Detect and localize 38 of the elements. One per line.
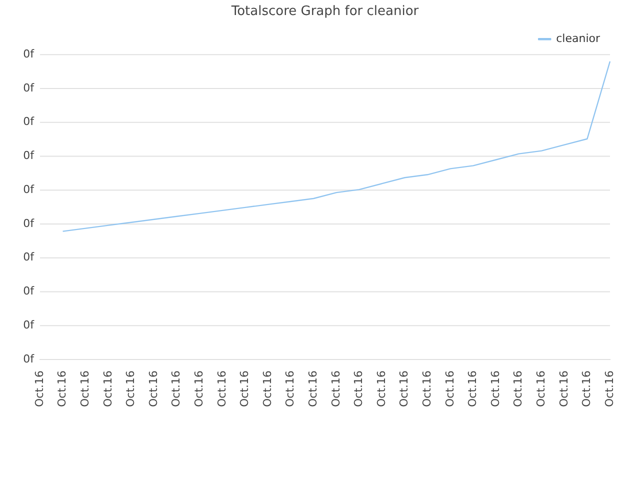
x-tick-label: Oct.16 [488, 370, 502, 408]
text: 0f [23, 182, 36, 196]
text: 0f [23, 250, 36, 264]
chart-title: Totalscore Graph for cleanior [230, 4, 420, 20]
x-tick-label: Oct.16 [215, 370, 228, 408]
x-tick-label: Oct.16 [420, 370, 434, 408]
x-tick-label: Oct.16 [580, 370, 594, 408]
text: 0f [23, 81, 36, 94]
x-tick-label: Oct.16 [466, 370, 480, 408]
x-tick-label: Oct.16 [534, 370, 548, 408]
text: 0f [23, 284, 36, 298]
x-tick-label: Oct.16 [124, 370, 138, 408]
x-tick-label: Oct.16 [602, 370, 616, 408]
x-tick-label: Oct.16 [512, 370, 525, 408]
x-tick-label: Oct.16 [260, 370, 274, 408]
legend-label: cleanior [556, 32, 600, 45]
text: 0f [23, 318, 36, 332]
text: 0f [23, 352, 36, 366]
x-tick-label: Oct.16 [398, 370, 411, 408]
x-tick-label: Oct.16 [170, 370, 183, 408]
x-tick-label: Oct.16 [374, 370, 388, 408]
text: 0f [23, 149, 36, 162]
x-tick-label: Oct.16 [284, 370, 297, 408]
x-tick-label: Oct.16 [56, 370, 69, 408]
x-tick-label: Oct.16 [146, 370, 160, 408]
text: 0f [23, 115, 36, 128]
x-tick-label: Oct.16 [306, 370, 320, 408]
x-tick-label: Oct.16 [238, 370, 252, 408]
x-tick-label: Oct.16 [352, 370, 366, 408]
x-tick-label: Oct.16 [101, 370, 114, 408]
text: 0f [23, 216, 36, 230]
x-tick-label: Oct.16 [192, 370, 206, 408]
x-tick-label: Oct.16 [443, 370, 456, 408]
x-tick-label: Oct.16 [557, 370, 570, 408]
text: 0f [23, 47, 36, 60]
x-tick-label: Oct.16 [78, 370, 92, 408]
x-tick-label: Oct.16 [32, 370, 46, 408]
x-tick-label: Oct.16 [329, 370, 342, 408]
